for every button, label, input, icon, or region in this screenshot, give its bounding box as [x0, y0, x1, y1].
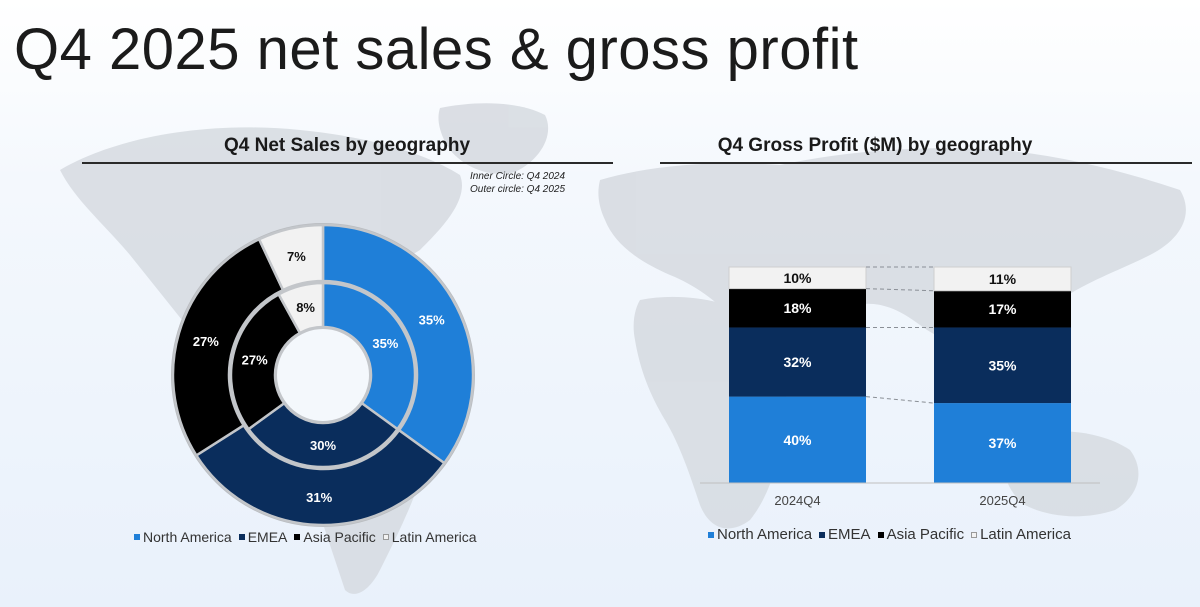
inner-ring-label-north-america: 35% — [372, 336, 398, 351]
legend-swatch-north-america — [708, 531, 714, 538]
donut-hole — [275, 327, 371, 423]
bar-2025Q4-asia-pacific — [934, 290, 1071, 328]
slide-title: Q4 2025 net sales & gross profit — [14, 17, 859, 82]
series-connector-north-america — [865, 396, 935, 404]
bar-label-2025Q4-latin-america: 11% — [989, 271, 1017, 287]
legend-label: Asia Pacific — [303, 529, 376, 545]
outer-ring-slice-latin-america — [257, 223, 325, 292]
outer-ring-slice-emea — [194, 423, 447, 527]
inner-ring-label-latin-america: 8% — [296, 300, 315, 315]
bar-2024Q4-emea — [729, 327, 866, 397]
legend-label: EMEA — [247, 529, 288, 545]
outer-ring-label-north-america: 35% — [419, 313, 445, 328]
net-sales-title-rule — [82, 162, 613, 164]
net-sales-chart-title: Q4 Net Sales by geography — [223, 135, 471, 156]
legend-label: EMEA — [828, 526, 871, 543]
bar-2025Q4-emea — [934, 327, 1071, 404]
legend-item-emea: EMEA — [238, 529, 288, 545]
bar-label-2025Q4-north-america: 37% — [988, 435, 1017, 451]
legend-swatch-latin-america — [382, 534, 389, 540]
outer-ring-slice-asia-pacific — [171, 237, 285, 458]
bar-label-2024Q4-latin-america: 10% — [783, 270, 812, 286]
series-connector-asia-pacific — [865, 288, 935, 292]
bar-label-2024Q4-north-america: 40% — [783, 432, 812, 448]
bar-2024Q4-latin-america — [728, 266, 867, 290]
gross-profit-legend: North America EMEA Asia Pacific Latin Am… — [708, 526, 1078, 543]
outer-ring-label-asia-pacific: 27% — [193, 334, 219, 349]
outer-ring-label-latin-america: 7% — [287, 249, 306, 264]
legend-swatch-asia-pacific — [877, 531, 884, 538]
legend-label: Latin America — [980, 526, 1071, 543]
bar-label-2024Q4-emea: 32% — [783, 354, 812, 370]
legend-item-asia-pacific: Asia Pacific — [294, 529, 376, 545]
gross-profit-title-rule — [660, 162, 1192, 164]
gross-profit-chart-title: Q4 Gross Profit ($M) by geography — [717, 135, 1033, 156]
legend-item-north-america: North America — [134, 529, 232, 545]
bar-2025Q4-latin-america — [933, 266, 1072, 292]
legend-label: Latin America — [391, 529, 477, 545]
x-tick-label-2024Q4: 2024Q4 — [774, 493, 820, 508]
legend-swatch-asia-pacific — [294, 534, 301, 540]
legend-item-latin-america: Latin America — [382, 529, 477, 545]
net-sales-legend: North America EMEA Asia Pacific Latin Am… — [134, 529, 484, 545]
bar-2024Q4-north-america — [729, 396, 866, 483]
legend-item-north-america: North America — [708, 526, 812, 543]
inner-ring-label-emea: 30% — [310, 438, 336, 453]
legend-label: Asia Pacific — [886, 526, 965, 543]
legend-item-latin-america: Latin America — [971, 526, 1071, 543]
x-tick-label-2025Q4: 2025Q4 — [979, 493, 1025, 508]
gross-profit-stacked-bar-chart: 40% 32% 18% 10% 2024Q4 37% 35% 17% 11% 2025Q4 — [700, 266, 1100, 508]
inner-ring-label-asia-pacific: 27% — [242, 353, 268, 368]
legend-label: North America — [143, 529, 232, 545]
legend-swatch-emea — [238, 534, 245, 540]
bar-label-2025Q4-asia-pacific: 17% — [988, 301, 1017, 317]
bar-2024Q4-asia-pacific — [729, 288, 866, 328]
legend-swatch-north-america — [134, 534, 140, 540]
outer-ring-label-emea: 31% — [306, 490, 332, 505]
inner-circle-note: Inner Circle: Q4 2024 — [470, 171, 566, 182]
legend-swatch-latin-america — [971, 531, 978, 538]
legend-label: North America — [717, 526, 813, 543]
legend-item-emea: EMEA — [819, 526, 871, 543]
bar-label-2024Q4-asia-pacific: 18% — [783, 300, 812, 316]
outer-circle-note: Outer circle: Q4 2025 — [470, 184, 566, 195]
legend-item-asia-pacific: Asia Pacific — [877, 526, 965, 543]
outer-ring-slice-north-america — [321, 223, 475, 465]
legend-swatch-emea — [819, 531, 826, 538]
bar-label-2025Q4-emea: 35% — [988, 357, 1017, 373]
bar-2025Q4-north-america — [934, 403, 1071, 483]
net-sales-donut-chart: 35% 31% 27% 7% 35% 30% 27% 8% — [171, 223, 475, 527]
